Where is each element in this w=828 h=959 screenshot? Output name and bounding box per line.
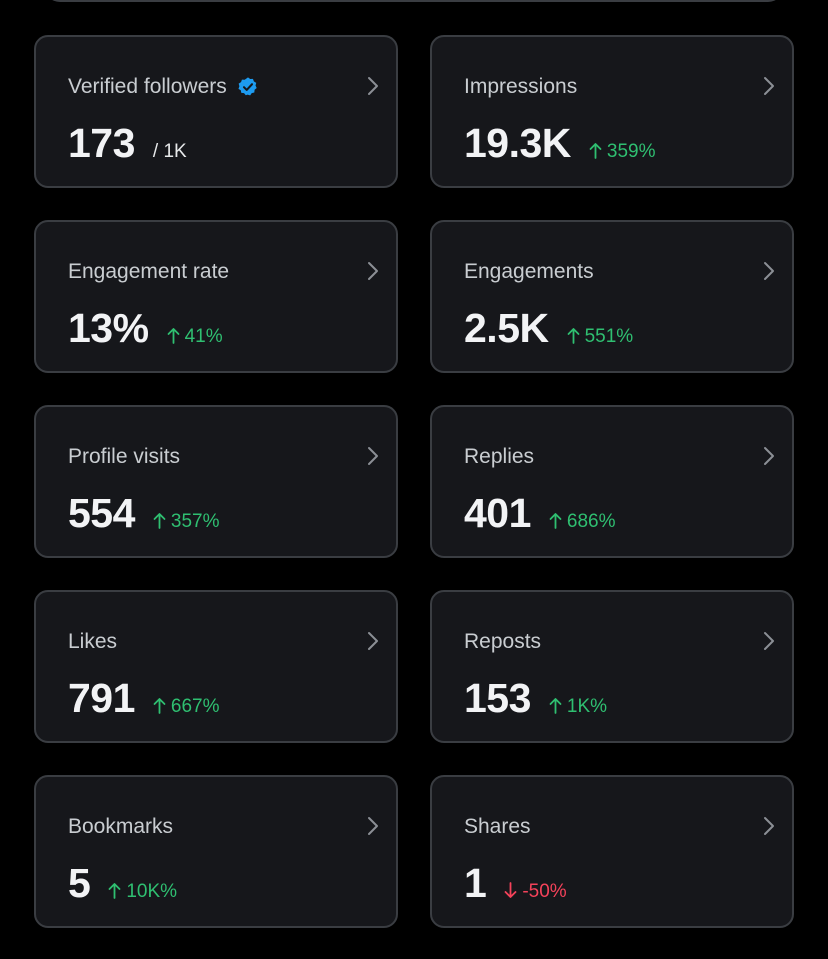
metric-value: 401: [464, 490, 531, 536]
metric-delta-value: 41%: [184, 326, 223, 347]
metric-delta: 357%: [153, 510, 220, 531]
metric-card-engagement-rate[interactable]: Engagement rate 13% 41%: [34, 220, 398, 373]
chevron-right-icon: [368, 77, 378, 95]
metric-delta-value: 357%: [170, 511, 220, 532]
chevron-right-icon: [368, 262, 378, 280]
chevron-right-icon: [764, 632, 774, 650]
metric-label: Replies: [464, 445, 535, 468]
metric-delta: 41%: [167, 325, 223, 346]
metric-card-replies[interactable]: Replies 401 686%: [430, 405, 794, 558]
metric-card-bookmarks[interactable]: Bookmarks 5 10K%: [34, 775, 398, 928]
metric-card-impressions[interactable]: Impressions 19.3K 359%: [430, 35, 794, 188]
metric-label: Likes: [68, 630, 118, 653]
arrow-up-icon: [589, 143, 602, 159]
chevron-right-icon: [368, 632, 378, 650]
arrow-up-icon: [153, 698, 166, 714]
metric-value: 1: [464, 860, 487, 906]
metric-label: Profile visits: [68, 445, 181, 468]
metric-value: 554: [68, 490, 135, 536]
metric-label: Impressions: [464, 75, 578, 98]
metric-card-verified-followers[interactable]: Verified followers 173 / 1K: [34, 35, 398, 188]
chevron-right-icon: [368, 817, 378, 835]
metric-value: 173: [68, 120, 135, 166]
metrics-grid: Verified followers 173 / 1K Impressions: [34, 35, 794, 928]
metric-delta-value: 667%: [170, 696, 220, 717]
arrow-up-icon: [549, 698, 562, 714]
metric-delta-value: 10K%: [126, 881, 178, 902]
metric-value: 13%: [68, 305, 149, 351]
arrow-up-icon: [549, 513, 562, 529]
arrow-up-icon: [567, 328, 580, 344]
chevron-right-icon: [764, 262, 774, 280]
metric-card-shares[interactable]: Shares 1 -50%: [430, 775, 794, 928]
metric-label: Reposts: [464, 630, 542, 653]
metric-label: Shares: [464, 815, 531, 838]
metric-delta: 1K%: [549, 695, 607, 716]
chevron-right-icon: [764, 817, 774, 835]
metric-card-reposts[interactable]: Reposts 153 1K%: [430, 590, 794, 743]
metric-label: Engagements: [464, 260, 594, 283]
metric-delta-value: -50%: [522, 881, 567, 902]
arrow-up-icon: [167, 328, 179, 344]
chevron-right-icon: [764, 447, 774, 465]
metric-value: 791: [68, 675, 135, 721]
metric-value: 153: [464, 675, 531, 721]
metric-delta: 10K%: [108, 880, 177, 901]
verified-badge-icon: [238, 77, 257, 96]
metric-value: 19.3K: [464, 120, 571, 166]
metric-value: 5: [68, 860, 91, 906]
metric-delta: 686%: [549, 510, 616, 531]
metric-delta-value: 686%: [566, 511, 616, 532]
chevron-right-icon: [368, 447, 378, 465]
metric-delta: 359%: [589, 140, 656, 161]
metric-label: Verified followers: [68, 75, 227, 98]
metric-card-profile-visits[interactable]: Profile visits 554 357%: [34, 405, 398, 558]
metric-value: 2.5K: [464, 305, 549, 351]
arrow-up-icon: [153, 513, 166, 529]
metric-delta: -50%: [504, 880, 567, 902]
metric-card-engagements[interactable]: Engagements 2.5K 551%: [430, 220, 794, 373]
previous-card-edge: [44, 0, 784, 2]
metric-label: Bookmarks: [68, 815, 174, 838]
metric-card-likes[interactable]: Likes 791 667%: [34, 590, 398, 743]
metric-delta-value: 1K%: [566, 696, 608, 717]
metric-delta-value: 359%: [606, 141, 656, 162]
arrow-down-icon: [504, 882, 517, 898]
metric-label: Engagement rate: [68, 260, 230, 283]
metric-delta: 667%: [153, 695, 220, 716]
metric-delta-value: 551%: [584, 326, 634, 347]
metric-delta: 551%: [567, 325, 634, 347]
metric-goal: / 1K: [152, 141, 187, 162]
arrow-up-icon: [108, 883, 121, 899]
chevron-right-icon: [764, 77, 774, 95]
